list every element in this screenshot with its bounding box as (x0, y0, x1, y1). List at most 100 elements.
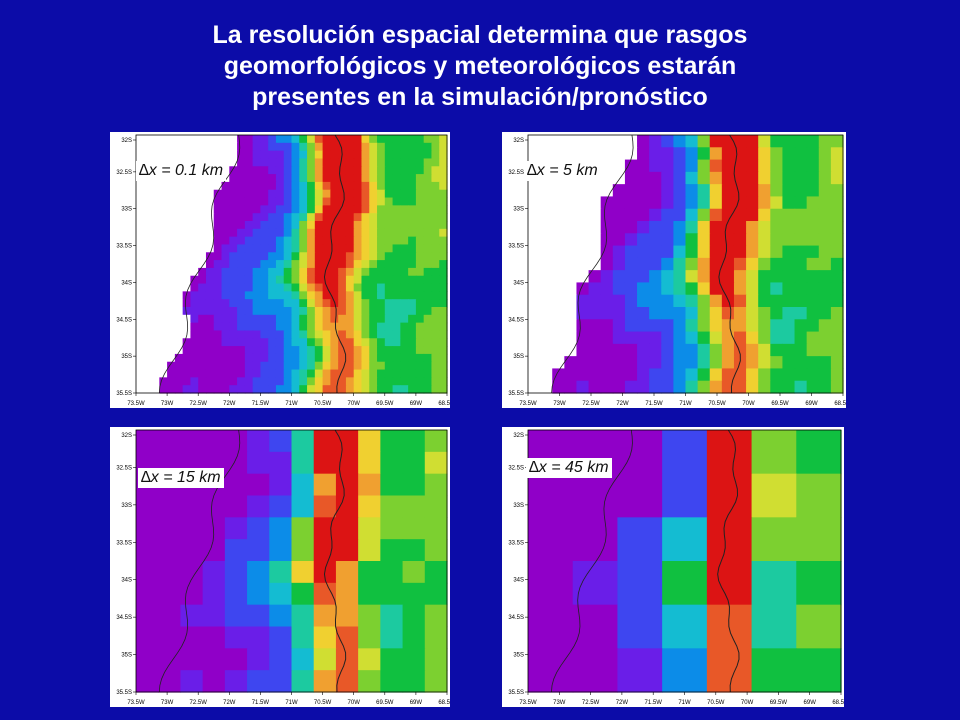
elevation-cell (345, 267, 355, 277)
elevation-cell (180, 604, 204, 628)
elevation-cell (552, 196, 565, 210)
elevation-cell (136, 330, 145, 339)
elevation-cell (221, 299, 230, 308)
elevation-cell (202, 604, 226, 628)
elevation-cell (733, 221, 747, 234)
elevation-cell (369, 314, 378, 324)
elevation-cell (335, 648, 359, 671)
elevation-cell (237, 166, 246, 175)
elevation-cell (353, 213, 363, 222)
elevation-cell (151, 307, 160, 316)
elevation-cell (770, 171, 784, 185)
elevation-cell (269, 495, 293, 518)
elevation-cell (159, 369, 168, 378)
elevation-cell (322, 244, 331, 253)
elevation-cell (400, 221, 409, 230)
elevation-cell (649, 159, 662, 173)
elevation-cell (384, 283, 394, 292)
elevation-cell (299, 369, 308, 378)
elevation-cell (338, 135, 347, 144)
elevation-cell (345, 174, 355, 183)
elevation-cell (423, 150, 433, 160)
slide-title: La resolución espacial determina que ras… (0, 20, 960, 113)
elevation-cell (221, 236, 230, 246)
elevation-cell (369, 260, 378, 269)
elevation-cell (151, 361, 160, 371)
elevation-cell (600, 196, 614, 210)
elevation-cell (136, 267, 145, 277)
elevation-cell (540, 245, 553, 259)
elevation-cell (673, 331, 687, 345)
border-line (718, 134, 741, 394)
elevation-cell (439, 260, 448, 269)
elevation-cell (408, 338, 417, 347)
elevation-cell (746, 196, 759, 210)
elevation-cell (353, 369, 363, 378)
elevation-cell (198, 377, 207, 386)
elevation-cell (661, 294, 674, 308)
elevation-cell (624, 331, 638, 345)
elevation-cell (439, 228, 448, 238)
elevation-cell (806, 257, 820, 271)
elevation-cell (221, 228, 230, 238)
map-panel-0-1km: 73.5W 73W 72.5W 72W 71.5W 71W 70.5W 70W 69.5W 69W… (110, 132, 450, 408)
elevation-cell (758, 331, 771, 345)
elevation-cell (252, 260, 261, 269)
elevation-cell (221, 205, 230, 214)
elevation-cell (314, 330, 324, 339)
elevation-cell (291, 385, 300, 394)
elevation-cell (818, 257, 832, 271)
elevation-cell (307, 244, 316, 253)
elevation-cell (205, 330, 215, 339)
elevation-cell (408, 275, 417, 285)
elevation-cell (528, 343, 541, 357)
elevation-cell (408, 361, 417, 371)
elevation-cell (260, 150, 269, 160)
elevation-cell (758, 294, 771, 308)
elevation-cell (345, 330, 355, 339)
elevation-cell (528, 319, 541, 333)
elevation-cell (330, 205, 339, 214)
x-tick-label: 72W (223, 700, 236, 706)
elevation-cell (198, 181, 207, 191)
elevation-cell (307, 135, 316, 144)
elevation-cell (268, 228, 277, 238)
elevation-cell (291, 322, 300, 332)
elevation-cell (190, 236, 199, 246)
elevation-cell (369, 142, 378, 152)
elevation-cell (369, 197, 378, 206)
elevation-cell (806, 282, 820, 296)
elevation-cell (818, 307, 832, 320)
map-panel-5km: 73.5W 73W 72.5W 72W 71.5W 71W 70.5W 70W 69.5W 69W… (502, 132, 846, 408)
elevation-cell (617, 473, 663, 518)
elevation-cell (221, 338, 230, 347)
elevation-cell (283, 150, 293, 160)
elevation-cell (268, 307, 277, 316)
elevation-cell (377, 385, 386, 394)
elevation-cell (746, 380, 759, 394)
elevation-cell (213, 228, 223, 238)
elevation-cell (299, 307, 308, 316)
elevation-cell (431, 330, 440, 339)
elevation-cell (794, 343, 808, 357)
elevation-cell (402, 495, 426, 518)
elevation-cell (733, 257, 747, 271)
elevation-cell (415, 205, 425, 214)
elevation-cell (260, 197, 269, 206)
elevation-cell (431, 181, 440, 191)
elevation-cell (299, 291, 308, 300)
elevation-cell (830, 307, 844, 320)
elevation-cell (299, 260, 308, 269)
elevation-cell (198, 353, 207, 363)
elevation-cell (229, 369, 238, 378)
elevation-cell (439, 299, 448, 308)
elevation-cell (361, 260, 370, 269)
elevation-cell (431, 353, 440, 363)
elevation-cell (314, 275, 324, 285)
elevation-cell (330, 189, 339, 199)
elevation-cell (685, 294, 699, 308)
elevation-cell (335, 539, 359, 562)
elevation-cell (540, 294, 553, 308)
elevation-cell (136, 385, 145, 394)
elevation-cell (143, 181, 153, 191)
